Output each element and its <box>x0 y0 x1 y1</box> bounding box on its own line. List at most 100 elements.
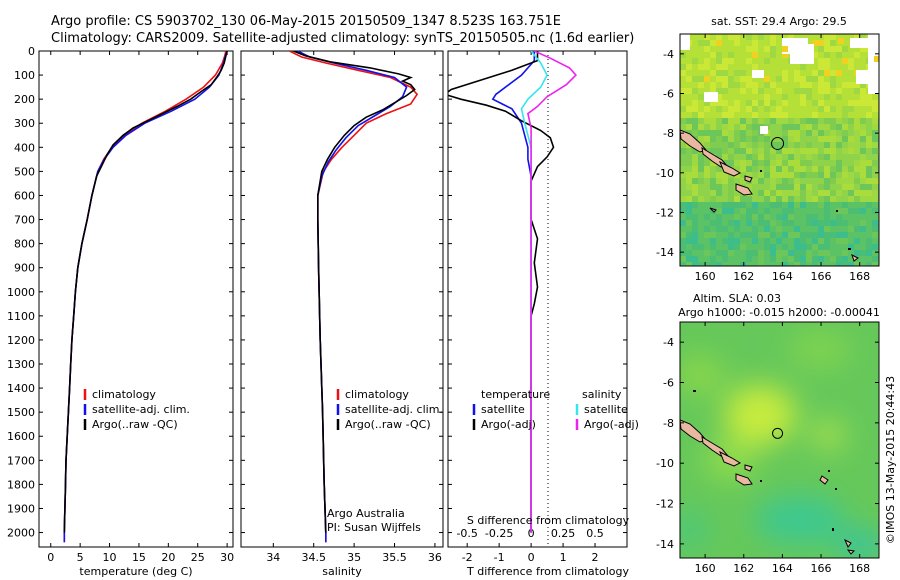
depth-tick-label: 800 <box>14 238 35 251</box>
map-y-tick-label: -4 <box>663 336 674 349</box>
temperature-xlabel: temperature (deg C) <box>79 565 192 578</box>
salinity-plot-area <box>240 50 444 548</box>
map-y-tick-label: -6 <box>663 87 674 100</box>
depth-tick-label: 600 <box>14 189 35 202</box>
s-tick-label: -0.5 <box>456 527 477 540</box>
salinity-legend: climatology satellite-adj. clim. Argo(..ra… <box>336 388 443 431</box>
temperature-legend: climatology satellite-adj. clim. Argo(..ra… <box>83 388 190 431</box>
x-tick-label: 20 <box>161 551 175 564</box>
legend-group-title: temperature <box>481 388 550 401</box>
legend-label: Argo(-adj) <box>481 418 536 431</box>
map-y-tick-label: -12 <box>656 498 674 511</box>
map-x-tick-label: 164 <box>772 270 793 283</box>
sst-map-panel: sat. SST: 29.4 Argo: 29.5 160 162 164 166 16… <box>656 15 880 283</box>
map-y-tick-label: -8 <box>663 417 674 430</box>
x-tick-label: 35 <box>347 551 361 564</box>
header-line1: Argo profile: CS 5903702_130 06-May-2015… <box>51 14 561 29</box>
temperature-plot-area <box>38 50 234 548</box>
legend-label: satellite <box>481 403 525 416</box>
series-line <box>448 51 555 533</box>
depth-tick-label: 700 <box>14 214 35 227</box>
depth-tick-label: 1100 <box>7 310 35 323</box>
sla-map-field <box>680 322 879 558</box>
salinity-x-axis: 34 34.5 35 35.5 36 <box>266 51 442 564</box>
depth-tick-label: 400 <box>14 141 35 154</box>
depth-tick-label: 1400 <box>7 382 35 395</box>
legend-label: climatology <box>92 388 156 401</box>
x-tick-label: 0 <box>47 551 54 564</box>
header-line2: Climatology: CARS2009. Satellite-adjuste… <box>51 31 634 46</box>
salinity-xlabel: salinity <box>322 565 362 578</box>
difference-x-axis: -2 -1 0 1 2 -0.5 -0.25 0 0.25 0.5 <box>456 51 604 564</box>
map-y-tick-label: -6 <box>663 377 674 390</box>
difference-panel: -2 -1 0 1 2 -0.5 -0.25 0 0.25 0.5 temperature sate… <box>447 50 639 578</box>
depth-tick-label: 900 <box>14 262 35 275</box>
salinity-series <box>289 51 419 543</box>
map-x-tick-label: 162 <box>733 270 754 283</box>
x-tick-label: -1 <box>494 551 505 564</box>
sla-map-subtitle: Argo h1000: -0.015 h2000: -0.00041 <box>678 306 880 319</box>
series-line <box>293 51 416 533</box>
legend-label: Argo(..raw -QC) <box>92 418 178 431</box>
legend-label: climatology <box>345 388 409 401</box>
legend-label: Argo(-adj) <box>584 418 639 431</box>
depth-tick-label: 1500 <box>7 406 35 419</box>
map-x-tick-label: 168 <box>849 270 870 283</box>
depth-axis: 0 100 200 300 400 500 600 700 800 900 1000 1100 1200… <box>7 45 233 540</box>
sst-map-axes: 160 162 164 166 168 -4 -6 -8 -10 -12 -14 <box>656 34 879 283</box>
x-tick-label: 1 <box>560 551 567 564</box>
depth-tick-label: 1200 <box>7 334 35 347</box>
series-line <box>63 51 228 533</box>
map-x-tick-label: 160 <box>695 562 716 575</box>
s-difference-xlabel: S difference from climatology <box>467 514 630 527</box>
map-y-tick-label: -8 <box>663 127 674 140</box>
s-tick-label: 0 <box>528 527 535 540</box>
x-tick-label: 30 <box>220 551 234 564</box>
argo-location-marker-sla <box>772 427 784 439</box>
sst-map-field <box>680 34 879 266</box>
s-tick-label: 0.5 <box>586 527 604 540</box>
depth-tick-label: 1800 <box>7 478 35 491</box>
x-tick-label: 5 <box>77 551 84 564</box>
difference-legend: temperature satellite Argo(-adj) salinity sa… <box>472 388 639 431</box>
depth-tick-label: 1900 <box>7 502 35 515</box>
x-tick-label: 34 <box>266 551 280 564</box>
sla-map-panel: Altim. SLA: 0.03 Argo h1000: -0.015 h200… <box>656 292 880 575</box>
map-y-tick-label: -4 <box>663 48 674 61</box>
sst-map-title: sat. SST: 29.4 Argo: 29.5 <box>711 15 847 28</box>
map-y-tick-label: -14 <box>656 538 674 551</box>
map-x-tick-label: 160 <box>695 270 716 283</box>
map-y-tick-label: -10 <box>656 167 674 180</box>
depth-tick-label: 500 <box>14 165 35 178</box>
x-tick-label: -2 <box>462 551 473 564</box>
map-x-tick-label: 164 <box>772 562 793 575</box>
difference-series <box>448 51 577 533</box>
x-tick-label: 2 <box>592 551 599 564</box>
x-tick-label: 35.5 <box>382 551 407 564</box>
sst-map-frame <box>679 33 880 267</box>
s-tick-label: 0.25 <box>551 527 576 540</box>
depth-tick-label: 2000 <box>7 527 35 540</box>
map-x-tick-label: 162 <box>733 562 754 575</box>
legend-label: Argo(..raw -QC) <box>345 418 431 431</box>
x-tick-label: 25 <box>191 551 205 564</box>
x-tick-label: 36 <box>428 551 442 564</box>
legend-label: satellite-adj. clim. <box>345 403 443 416</box>
map-x-tick-label: 168 <box>849 562 870 575</box>
depth-tick-label: 1700 <box>7 454 35 467</box>
x-tick-label: 34.5 <box>301 551 326 564</box>
map-y-tick-label: -14 <box>656 246 674 259</box>
argo-location-marker <box>771 136 785 150</box>
legend-label: satellite-adj. clim. <box>92 403 190 416</box>
islands <box>680 129 859 262</box>
t-difference-xlabel: T difference from climatology <box>466 565 629 578</box>
sla-map-axes: 160 162 164 166 168 -4 -6 -8 -10 -12 -14 <box>656 322 879 575</box>
legend-group-title: salinity <box>582 388 622 401</box>
depth-tick-label: 100 <box>14 69 35 82</box>
credit-text: Argo Australia <box>327 507 405 520</box>
depth-tick-label: 1000 <box>7 286 35 299</box>
sst-grid-cells <box>680 34 879 266</box>
pi-text: PI: Susan Wijffels <box>327 521 421 534</box>
salinity-panel: 34 34.5 35 35.5 36 climatology satellite-adj.… <box>240 50 444 578</box>
